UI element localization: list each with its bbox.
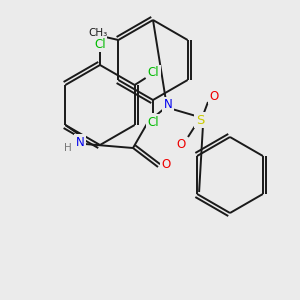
Text: N: N xyxy=(76,136,84,148)
Text: O: O xyxy=(161,158,171,172)
Text: H: H xyxy=(64,143,72,153)
Text: CH₃: CH₃ xyxy=(89,28,108,38)
Text: Cl: Cl xyxy=(147,116,159,128)
Text: Cl: Cl xyxy=(148,67,160,80)
Text: O: O xyxy=(176,137,186,151)
Text: N: N xyxy=(164,98,172,112)
Text: S: S xyxy=(196,113,204,127)
Text: Cl: Cl xyxy=(94,38,106,50)
Text: O: O xyxy=(209,89,219,103)
